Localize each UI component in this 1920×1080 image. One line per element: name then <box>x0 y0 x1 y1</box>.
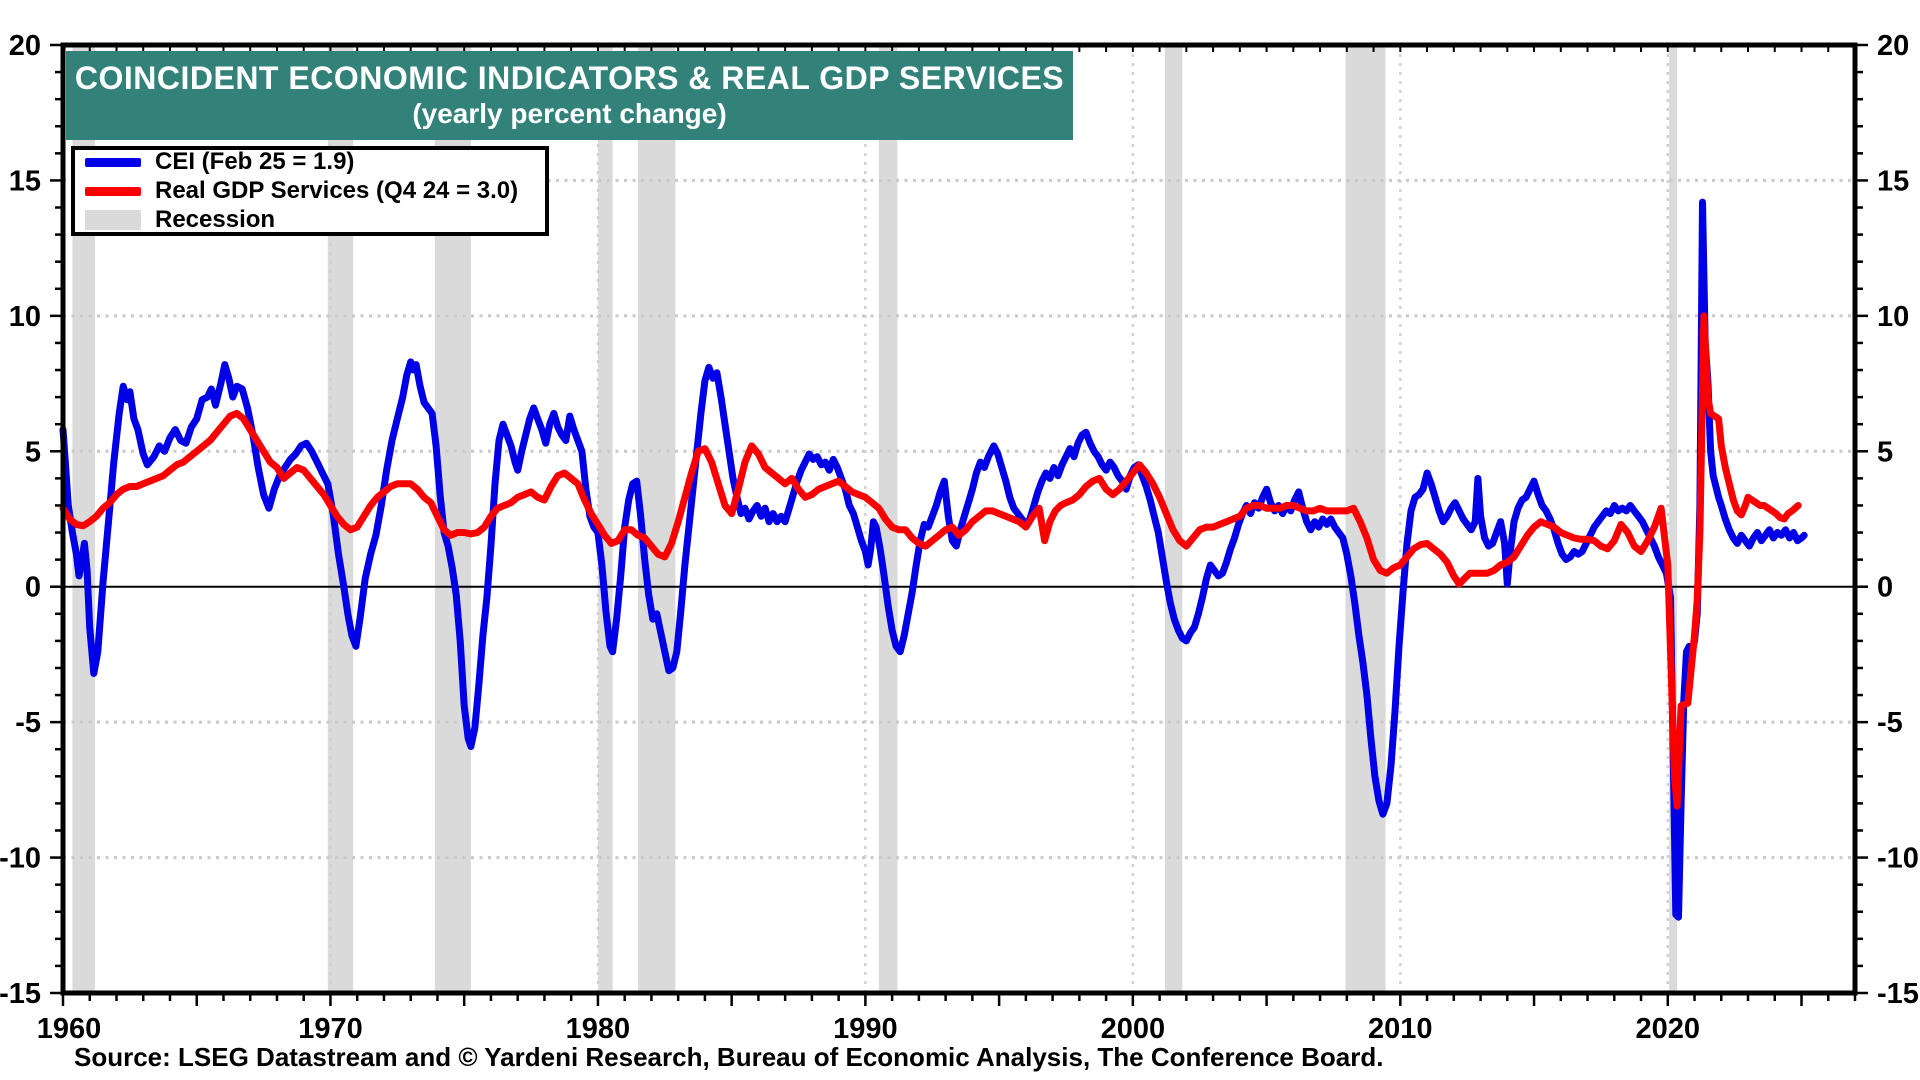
y-axis-label-left: 15 <box>9 165 41 197</box>
legend-item-cei: CEI (Feb 25 = 1.9) <box>85 148 545 175</box>
recession-band <box>1669 45 1678 993</box>
y-axis-label-right: 15 <box>1877 165 1909 197</box>
chart-title: COINCIDENT ECONOMIC INDICATORS & REAL GD… <box>74 60 1065 97</box>
chart-subtitle: (yearly percent change) <box>412 98 727 130</box>
y-axis-label-right: -5 <box>1877 707 1903 739</box>
y-axis-label-left: 5 <box>25 436 41 468</box>
y-axis-label-left: -5 <box>15 707 41 739</box>
legend-item-gdp-services: Real GDP Services (Q4 24 = 3.0) <box>85 177 545 204</box>
legend-label-recession: Recession <box>155 206 276 233</box>
legend-label-gdp-services: Real GDP Services (Q4 24 = 3.0) <box>155 177 519 204</box>
chart-legend: CEI (Feb 25 = 1.9) Real GDP Services (Q4… <box>71 146 549 236</box>
y-axis-label-right: 20 <box>1877 30 1909 62</box>
recession-band <box>597 45 613 993</box>
x-axis-label: 2020 <box>1636 1013 1701 1045</box>
chart-title-banner: COINCIDENT ECONOMIC INDICATORS & REAL GD… <box>66 51 1073 140</box>
legend-item-recession: Recession <box>85 206 545 233</box>
x-axis-label: 2010 <box>1368 1013 1433 1045</box>
recession-band <box>1164 45 1183 993</box>
y-axis-label-left: -10 <box>0 843 41 875</box>
y-axis-label-left: -15 <box>0 978 41 1010</box>
plot-frame <box>60 42 1858 996</box>
x-axis-label: 1980 <box>566 1013 631 1045</box>
y-axis-label-right: 5 <box>1877 436 1893 468</box>
y-axis-label-left: 10 <box>9 301 41 333</box>
recession-band <box>72 45 96 993</box>
y-axis-label-right: -10 <box>1877 843 1919 875</box>
source-note: Source: LSEG Datastream and © Yardeni Re… <box>74 1042 1384 1072</box>
x-axis-label: 1960 <box>37 1013 102 1045</box>
x-axis-label: 1990 <box>833 1013 898 1045</box>
x-axis-label: 1970 <box>298 1013 363 1045</box>
gdp-services-line-swatch <box>85 186 141 196</box>
x-axis-label: 2000 <box>1101 1013 1166 1045</box>
cei-line-swatch <box>85 157 141 167</box>
gdp-services-line <box>59 312 1802 810</box>
y-axis-label-left: 0 <box>25 572 41 604</box>
cei-line <box>59 198 1808 921</box>
recession-swatch <box>85 210 141 230</box>
legend-label-cei: CEI (Feb 25 = 1.9) <box>155 148 355 175</box>
y-axis-label-right: 10 <box>1877 301 1909 333</box>
y-axis-label-right: -15 <box>1877 978 1919 1010</box>
recession-band <box>1345 45 1386 993</box>
y-axis-label-left: 20 <box>9 30 41 62</box>
y-axis-label-right: 0 <box>1877 572 1893 604</box>
